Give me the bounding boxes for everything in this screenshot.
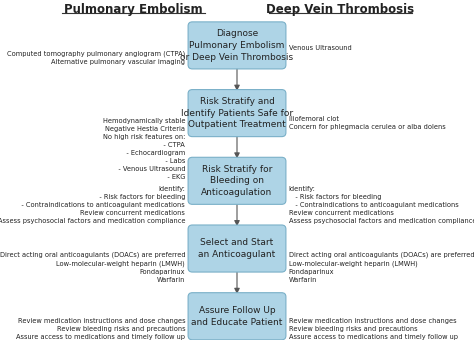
Text: Hemodynamically stable
Negative Hestia Criteria
No high risk features on:
   - C: Hemodynamically stable Negative Hestia C…: [103, 118, 185, 180]
Text: Pulmonary Embolism: Pulmonary Embolism: [64, 3, 203, 16]
Text: Review medication instructions and dose changes
Review bleeding risks and precau: Review medication instructions and dose …: [289, 318, 458, 340]
Text: Computed tomography pulmonary angiogram (CTPA)
Alternative pulmonary vascular im: Computed tomography pulmonary angiogram …: [7, 51, 185, 65]
Text: Assure Follow Up
and Educate Patient: Assure Follow Up and Educate Patient: [191, 306, 283, 327]
Text: Review medication instructions and dose changes
Review bleeding risks and precau: Review medication instructions and dose …: [16, 318, 185, 340]
Text: Identify:
   - Risk factors for bleeding
   - Contraindications to anticoagulant: Identify: - Risk factors for bleeding - …: [0, 186, 185, 224]
Text: Iliofemoral clot
Concern for phlegmacia cerulea or alba dolens: Iliofemoral clot Concern for phlegmacia …: [289, 117, 446, 130]
Text: Risk Stratify for
Bleeding on
Anticoagulation: Risk Stratify for Bleeding on Anticoagul…: [201, 164, 273, 197]
Text: Diagnose
Pulmonary Embolism
or Deep Vein Thrombosis: Diagnose Pulmonary Embolism or Deep Vein…: [181, 29, 293, 62]
Text: Direct acting oral anticoagulants (DOACs) are preferred
Low-molecular-weight hep: Direct acting oral anticoagulants (DOACs…: [0, 252, 185, 283]
Text: Select and Start
an Anticoagulant: Select and Start an Anticoagulant: [199, 238, 275, 259]
FancyBboxPatch shape: [188, 157, 286, 204]
FancyBboxPatch shape: [188, 293, 286, 340]
FancyBboxPatch shape: [188, 225, 286, 272]
Text: Identify:
   - Risk factors for bleeding
   - Contraindications to anticoagulant: Identify: - Risk factors for bleeding - …: [289, 186, 474, 224]
Text: Venous Ultrasound: Venous Ultrasound: [289, 45, 352, 52]
Text: Deep Vein Thrombosis: Deep Vein Thrombosis: [266, 3, 415, 16]
FancyBboxPatch shape: [188, 90, 286, 137]
Text: Direct acting oral anticoagulants (DOACs) are preferred
Low-molecular-weight hep: Direct acting oral anticoagulants (DOACs…: [289, 252, 474, 283]
Text: Risk Stratify and
Identify Patients Safe for
Outpatient Treatment: Risk Stratify and Identify Patients Safe…: [181, 97, 293, 129]
FancyBboxPatch shape: [188, 22, 286, 69]
